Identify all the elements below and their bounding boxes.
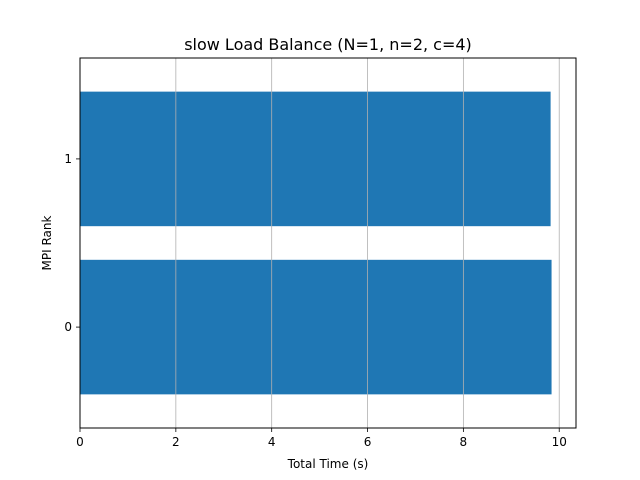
- chart-title: slow Load Balance (N=1, n=2, c=4): [184, 35, 472, 54]
- tick-label-x-10: 10: [552, 435, 567, 449]
- tick-label-x-4: 4: [268, 435, 276, 449]
- y-axis-label: MPI Rank: [40, 215, 54, 270]
- tick-label-y-1: 1: [64, 152, 72, 166]
- plot-frame: [79, 57, 577, 429]
- bar-rank-0: [80, 259, 552, 395]
- bar-rank-1: [80, 91, 551, 227]
- x-axis-ticks: 0 2 4 6 8 10: [76, 428, 567, 449]
- tick-label-x-2: 2: [172, 435, 180, 449]
- x-axis-label: Total Time (s): [287, 457, 369, 471]
- tick-label-x-6: 6: [364, 435, 372, 449]
- tick-label-y-0: 0: [64, 320, 72, 334]
- y-axis-ticks: 01: [64, 152, 80, 334]
- tick-label-x-8: 8: [460, 435, 468, 449]
- tick-label-x-0: 0: [76, 435, 84, 449]
- bars-layer: [80, 91, 552, 395]
